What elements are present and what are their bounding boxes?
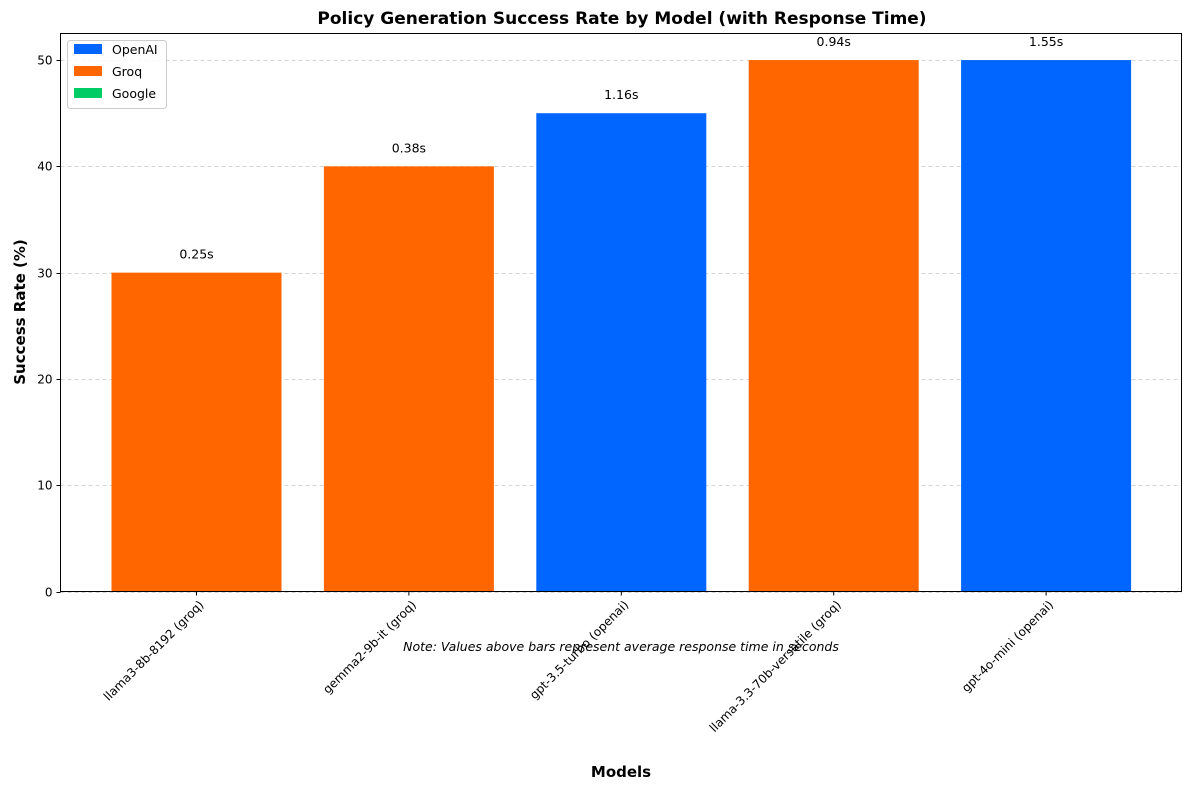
legend-swatch xyxy=(74,44,102,54)
y-tick-label: 50 xyxy=(37,54,52,68)
y-axis-ticks: 0 10 20 30 40 50 xyxy=(37,54,61,600)
x-tick-label: llama3-8b-8192 (groq) xyxy=(101,598,207,704)
y-tick-label: 10 xyxy=(37,479,52,493)
bars xyxy=(111,60,1132,592)
y-tick-label: 40 xyxy=(37,160,52,174)
legend-label: Groq xyxy=(112,64,142,79)
legend-label: Google xyxy=(112,86,156,101)
data-labels: 0.25s 0.38s 1.16s 0.94s 1.55s xyxy=(179,34,1063,262)
x-tick-label: llama-3.3-70b-versatile (groq) xyxy=(707,598,844,735)
bar-data-label: 0.25s xyxy=(179,247,213,262)
bar-data-label: 1.16s xyxy=(604,87,638,102)
bar xyxy=(536,113,707,592)
y-tick-label: 0 xyxy=(45,586,53,600)
chart-title: Policy Generation Success Rate by Model … xyxy=(317,9,926,29)
bar xyxy=(323,166,494,592)
bar-data-label: 1.55s xyxy=(1029,34,1063,49)
y-axis-label: Success Rate (%) xyxy=(11,239,29,385)
chart-note: Note: Values above bars represent averag… xyxy=(403,639,839,654)
x-axis-label: Models xyxy=(591,763,651,781)
legend-label: OpenAI xyxy=(112,42,158,57)
legend-swatch xyxy=(74,66,102,76)
y-tick-label: 20 xyxy=(37,373,52,387)
x-tick-label: gpt-4o-mini (openai) xyxy=(959,598,1056,695)
bar-data-label: 0.38s xyxy=(392,140,426,155)
y-tick-label: 30 xyxy=(37,267,52,281)
legend: OpenAI Groq Google xyxy=(67,40,167,109)
bar-data-label: 0.94s xyxy=(817,34,851,49)
legend-swatch xyxy=(74,88,102,98)
bar xyxy=(748,60,919,592)
x-axis-ticks: llama3-8b-8192 (groq) gemma2-9b-it (groq)… xyxy=(101,591,1056,735)
bar xyxy=(961,60,1132,592)
bar xyxy=(111,272,282,592)
